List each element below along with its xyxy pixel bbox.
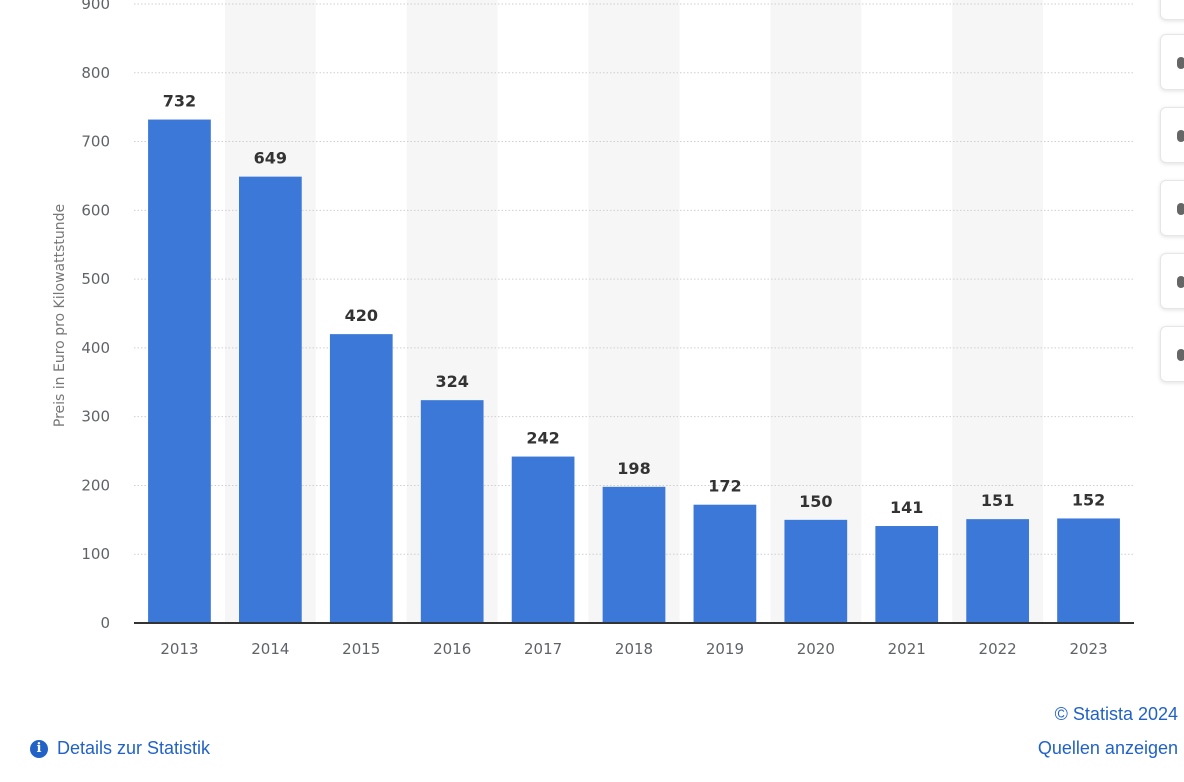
bar-value-label: 141 (890, 498, 923, 517)
toolbar-button[interactable] (1160, 180, 1184, 236)
details-link[interactable]: i Details zur Statistik (30, 738, 210, 759)
x-tick-label: 2013 (160, 640, 198, 658)
toolbar-button[interactable] (1160, 326, 1184, 382)
info-icon: i (30, 739, 48, 758)
x-tick-label: 2017 (524, 640, 562, 658)
toolbar-button[interactable] (1160, 253, 1184, 309)
toolbar-icon (1177, 276, 1184, 288)
toolbar-icon (1177, 203, 1184, 215)
bar (239, 176, 302, 624)
toolbar-icon (1177, 130, 1184, 142)
x-tick-label: 2018 (615, 640, 653, 658)
sources-link[interactable]: Quellen anzeigen (1037, 738, 1178, 758)
y-tick-label: 500 (81, 270, 110, 288)
bar-value-label: 420 (345, 306, 378, 325)
copyright-text: © Statista 2024 (1054, 704, 1178, 724)
bar (602, 486, 666, 623)
x-axis-ticks: 2013 2014 2015 2016 2017 2018 2019 2020 2021 2022… (160, 640, 1107, 658)
toolbar-icon (1177, 349, 1184, 361)
bar (1057, 518, 1120, 623)
y-axis-title: Preis in Euro pro Kilowattstunde (52, 204, 68, 427)
bar (420, 400, 484, 623)
bar-value-label: 152 (1072, 490, 1105, 509)
y-tick-label: 300 (81, 408, 110, 426)
bar-value-label: 324 (435, 372, 468, 391)
footer-credits: © Statista 2024 Quellen anzeigen (1038, 704, 1178, 772)
bar-value-labels: 732 649 420 324 242 198 172 150 141 151 152 (163, 92, 1105, 517)
x-tick-label: 2016 (433, 640, 471, 658)
bar-value-label: 198 (617, 459, 650, 478)
y-tick-label: 900 (81, 0, 110, 13)
bar-value-label: 649 (254, 149, 287, 168)
y-tick-label: 100 (81, 545, 110, 563)
bar-chart: 0 100 200 300 400 500 600 700 800 900 732 649 420 32… (52, 0, 1134, 658)
bar (966, 519, 1029, 623)
bar-value-label: 151 (981, 491, 1014, 510)
bar-value-label: 242 (526, 429, 559, 448)
toolbar-button[interactable] (1160, 34, 1184, 90)
details-link-label: Details zur Statistik (57, 738, 211, 758)
bar (511, 456, 575, 623)
bar-value-label: 150 (799, 492, 832, 511)
bar (784, 519, 848, 623)
x-tick-label: 2020 (797, 640, 835, 658)
bar (148, 119, 211, 624)
y-axis-ticks: 0 100 200 300 400 500 600 700 800 900 (81, 0, 110, 632)
x-tick-label: 2022 (979, 640, 1017, 658)
toolbar-button[interactable] (1160, 107, 1184, 163)
y-tick-label: 400 (81, 339, 110, 357)
x-tick-label: 2019 (706, 640, 744, 658)
chart-toolbar (1160, 0, 1184, 400)
y-tick-label: 600 (81, 201, 110, 219)
toolbar-icon (1177, 57, 1184, 69)
y-tick-label: 700 (81, 133, 110, 151)
x-tick-label: 2021 (888, 640, 926, 658)
y-tick-label: 0 (100, 614, 110, 632)
bar-value-label: 732 (163, 92, 196, 111)
bars (148, 119, 1120, 624)
bar (693, 504, 757, 623)
toolbar-button[interactable] (1160, 0, 1184, 20)
background-band (770, 0, 862, 623)
x-tick-label: 2015 (342, 640, 380, 658)
x-tick-label: 2023 (1069, 640, 1107, 658)
y-tick-label: 200 (81, 476, 110, 494)
y-tick-label: 800 (81, 64, 110, 82)
bar (329, 334, 393, 623)
bar (875, 526, 939, 623)
bar-value-label: 172 (708, 477, 741, 496)
x-tick-label: 2014 (251, 640, 289, 658)
